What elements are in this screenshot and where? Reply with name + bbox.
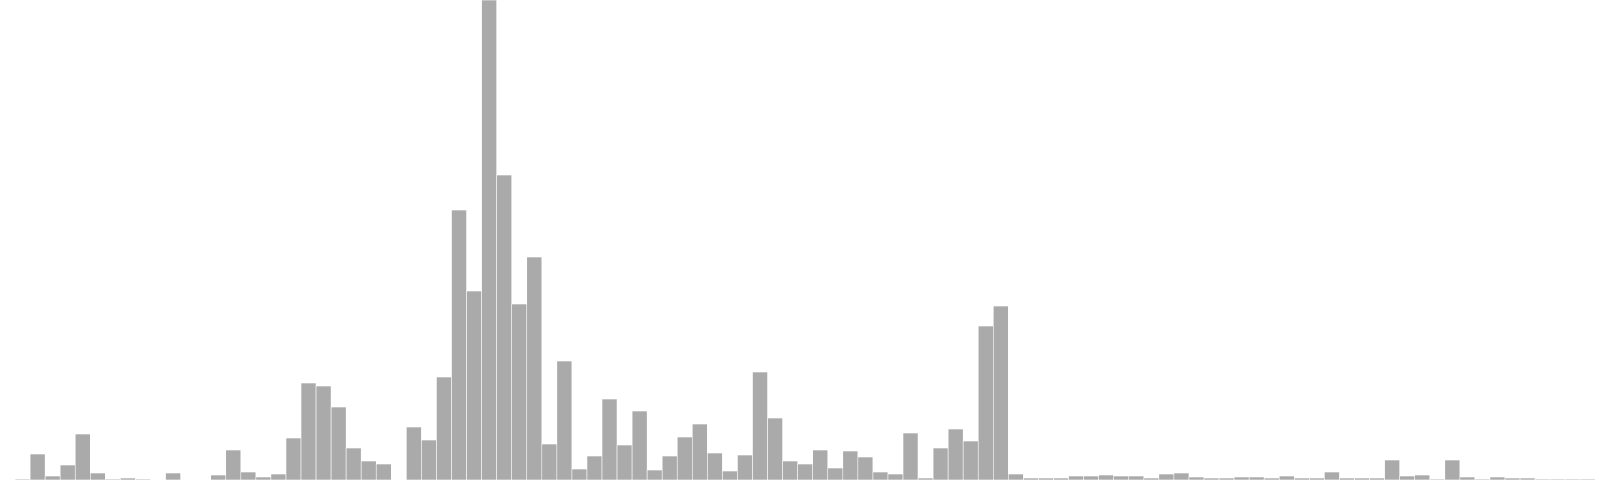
histogram-bar	[737, 454, 753, 480]
histogram-bar	[601, 398, 618, 480]
histogram-bar	[586, 455, 603, 480]
histogram-bar	[240, 471, 257, 480]
histogram-bar	[1128, 475, 1145, 480]
histogram-bar	[375, 463, 392, 480]
histogram-bar	[210, 474, 227, 480]
histogram-bar	[1098, 474, 1115, 480]
histogram-bar	[962, 440, 979, 480]
histogram-bar	[1158, 473, 1175, 480]
histogram-bar	[360, 460, 377, 480]
histogram-bar	[466, 290, 482, 480]
histogram-bar	[1068, 475, 1084, 480]
histogram-bar	[496, 174, 512, 480]
histogram-bar	[872, 471, 889, 480]
histogram-bar	[74, 433, 91, 480]
histogram-bar	[691, 423, 708, 480]
histogram-bar	[330, 406, 347, 480]
histogram-bar	[707, 452, 723, 480]
histogram-bar	[722, 470, 738, 480]
histogram-bar	[59, 464, 76, 480]
histogram-bar	[1414, 474, 1431, 480]
histogram-bar	[526, 256, 543, 480]
histogram-bar	[616, 444, 633, 480]
histogram-bar	[300, 382, 317, 480]
histogram-bar	[315, 385, 332, 480]
histogram-bar	[225, 449, 242, 480]
histogram-bar	[752, 371, 768, 480]
histogram-bar	[541, 443, 558, 480]
histogram-bar	[1083, 475, 1099, 480]
histogram-bar	[451, 209, 467, 480]
histogram-bar	[932, 447, 949, 480]
histogram-bar	[1278, 475, 1295, 480]
histogram-bar	[556, 360, 573, 480]
histogram-bar	[977, 325, 994, 480]
histogram-bar	[421, 439, 437, 480]
histogram-bar	[44, 475, 61, 480]
histogram-bar	[345, 447, 362, 480]
histogram-bar	[887, 473, 904, 480]
histogram-bar	[902, 432, 919, 480]
histogram-bar	[481, 0, 497, 480]
histogram-bar	[797, 463, 814, 480]
histogram-bar	[1399, 475, 1416, 480]
histogram-bar	[782, 460, 798, 480]
histogram-bar	[1113, 475, 1130, 480]
histogram-bar	[1444, 459, 1461, 480]
histogram-bar	[827, 467, 844, 480]
histogram-bar	[90, 472, 106, 480]
histogram-bar	[631, 410, 648, 480]
histogram-bar	[676, 436, 693, 480]
histogram-bar	[842, 450, 859, 480]
histogram-bar	[857, 456, 874, 480]
histogram-bar	[992, 305, 1009, 480]
histogram-bar	[1324, 471, 1340, 480]
histogram-bar	[1173, 472, 1190, 480]
histogram-bar	[29, 453, 46, 480]
histogram-bar	[767, 417, 783, 480]
histogram-bar	[571, 468, 588, 480]
histogram-bar	[270, 473, 287, 480]
bar-group	[14, 0, 1596, 480]
histogram-bar	[947, 428, 964, 480]
histogram-bar	[1384, 459, 1400, 480]
histogram-bar	[285, 437, 302, 480]
histogram-bar	[661, 455, 678, 480]
histogram-bar	[812, 449, 829, 480]
histogram-bar	[165, 472, 181, 480]
histogram-bar	[1008, 473, 1024, 480]
histogram-bar	[1459, 476, 1476, 480]
histogram-bar	[511, 303, 528, 480]
histogram-bar	[436, 376, 452, 480]
histogram-bar	[406, 426, 422, 480]
histogram-bar	[646, 469, 663, 480]
